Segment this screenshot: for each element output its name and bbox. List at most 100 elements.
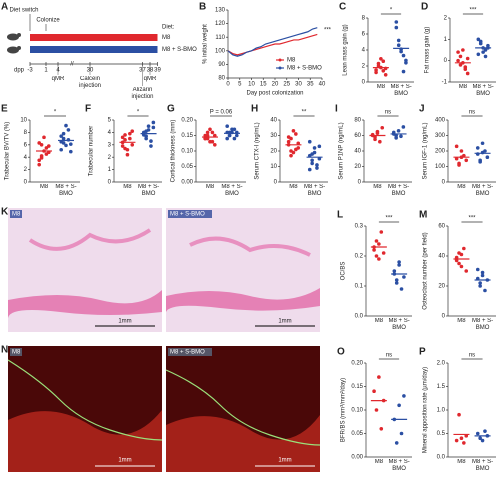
y-tick-label: 8 (24, 130, 28, 136)
significance-label: ns (469, 353, 475, 359)
label-box: M8 + S-BMO (388, 184, 409, 197)
y-tick-label: 4 (362, 48, 366, 54)
significance-label: *** (469, 8, 477, 14)
y-axis-label: Cortical thickness (mm) (171, 120, 177, 183)
data-point (465, 71, 470, 76)
data-point (478, 39, 483, 44)
y-tick-label: 0.10 (181, 149, 193, 155)
y-tick-label: 1.0 (437, 408, 446, 414)
y-tick-label: 6 (24, 142, 28, 148)
data-point (394, 133, 398, 138)
data-point (376, 64, 381, 68)
data-point (59, 147, 63, 152)
data-point (377, 375, 381, 379)
data-point (128, 131, 132, 136)
panel-letter: G (167, 104, 175, 115)
significance-label: * (54, 110, 57, 116)
diet-bar (30, 34, 158, 41)
data-point (128, 136, 132, 141)
y-tick-label: 10 (270, 164, 277, 170)
label-box: M8 (123, 184, 132, 190)
y-tick-label: 0.15 (181, 133, 193, 139)
y-tick-label: 90 (218, 62, 225, 68)
y-tick-label: 0 (442, 180, 446, 186)
label-box: M8 + S-BMO (473, 84, 494, 97)
data-point (317, 144, 322, 149)
data-point (394, 281, 399, 285)
data-point (203, 133, 207, 138)
y-tick-label: 20 (438, 284, 445, 290)
data-point (457, 163, 461, 167)
data-point (286, 135, 291, 139)
fluorescence-image (165, 346, 321, 472)
x-tick-label: 30 (295, 82, 302, 88)
data-point (312, 146, 317, 150)
data-point (213, 133, 217, 138)
data-point (394, 25, 399, 30)
data-point (317, 156, 322, 161)
data-point (478, 158, 482, 163)
histology-image (8, 208, 162, 332)
data-point (377, 242, 381, 246)
x-tick-label: 35 (307, 82, 314, 88)
y-tick-label: 2 (362, 64, 366, 70)
legend-label: M8 + S-BMO (287, 66, 322, 72)
data-point (151, 125, 156, 130)
label-box: M8 + S-BMO (472, 459, 493, 472)
label-box: M8 (375, 459, 383, 465)
line-series (227, 27, 318, 57)
data-point (397, 260, 401, 264)
data-point (61, 141, 66, 145)
data-point (125, 152, 130, 157)
panel-letter: H (251, 104, 258, 115)
data-point (375, 131, 380, 135)
data-point (396, 129, 401, 133)
data-point (291, 129, 296, 133)
image-label: M8 + S-BMO (170, 212, 205, 218)
y-axis-label: Trabecular BV/TV (%) (5, 122, 11, 180)
data-point (149, 139, 153, 143)
data-point (459, 264, 464, 269)
wrapped-label: M8 + S-BMO (137, 184, 160, 197)
significance-label: * (390, 8, 393, 14)
data-point (402, 394, 406, 398)
data-point (481, 50, 485, 54)
panel-letter: I (335, 104, 338, 115)
y-tick-label: 0.00 (181, 180, 193, 186)
wrapped-label: qMR (51, 76, 65, 82)
scale-bar-label: 1mm (278, 319, 291, 325)
data-point (465, 56, 470, 61)
data-point (232, 136, 237, 141)
label-box: Calcein injection (79, 76, 101, 89)
label-box: M8 + S-BMO (137, 184, 160, 197)
data-point (456, 58, 460, 63)
data-point (227, 133, 232, 138)
legend-label: M8 (287, 58, 296, 64)
panel-letter: O (337, 347, 345, 358)
y-tick-label: 2.0 (437, 361, 446, 367)
y-tick-label: 20 (354, 164, 361, 170)
data-point (397, 403, 401, 408)
label-box: M8 (375, 318, 383, 324)
panel-letter: M (419, 210, 427, 221)
data-point (399, 134, 403, 139)
tick-label: -3 (27, 68, 33, 74)
data-point (475, 267, 480, 272)
significance-label: P = 0.06 (210, 110, 233, 116)
wrapped-label: M8 + S-BMO (388, 459, 410, 472)
data-point (399, 49, 403, 54)
y-tick-label: 20 (270, 149, 277, 155)
data-point (483, 48, 488, 52)
data-point (454, 144, 459, 149)
wrapped-label: M8 (123, 184, 132, 190)
y-tick-label: 100 (215, 48, 226, 54)
y-tick-label: 0 (274, 180, 278, 186)
y-tick-label: 8 (362, 16, 366, 22)
y-tick-label: 80 (218, 76, 225, 82)
data-point (64, 143, 68, 148)
label-box: M8 (459, 84, 467, 90)
y-axis-label: Trabecular number (89, 126, 95, 176)
wrapped-label: M8 + S-BMO (471, 184, 494, 197)
panel-letter: K (1, 207, 9, 218)
